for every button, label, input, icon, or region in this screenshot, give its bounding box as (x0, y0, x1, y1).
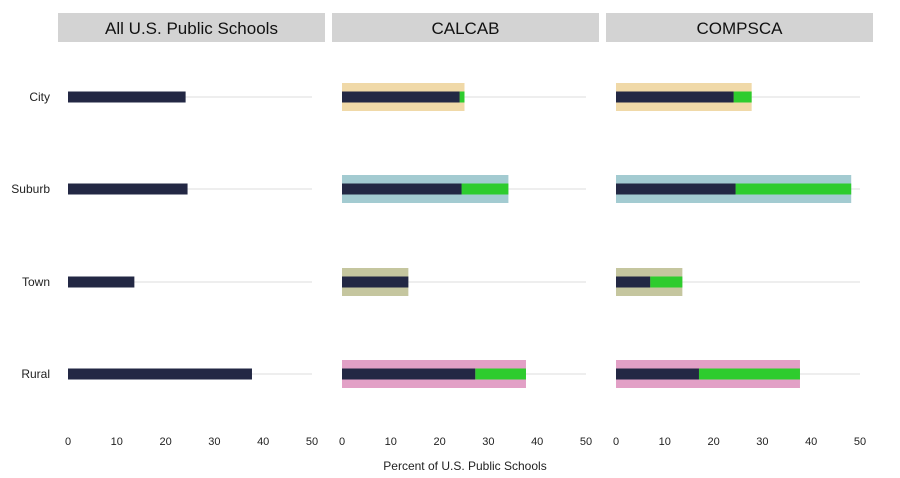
category-label-rural: Rural (21, 367, 50, 381)
panel-strip-0 (58, 13, 325, 42)
difference-bar-1-rural (475, 368, 526, 380)
us-bar-1-rural (342, 368, 476, 380)
difference-bar-2-city (733, 91, 752, 103)
us-bar-0-city (68, 91, 186, 103)
difference-bar-1-suburb (461, 183, 509, 195)
us-bar-1-city (342, 91, 460, 103)
x-tick-label-2-0: 0 (613, 436, 619, 448)
x-tick-label-0-4: 40 (257, 436, 269, 448)
x-tick-label-1-4: 40 (531, 436, 543, 448)
x-tick-label-1-1: 10 (385, 436, 397, 448)
us-bar-2-city (616, 91, 734, 103)
x-tick-label-1-3: 30 (482, 436, 494, 448)
x-tick-label-1-5: 50 (580, 436, 592, 448)
x-tick-label-0-2: 20 (159, 436, 171, 448)
x-tick-label-0-0: 0 (65, 436, 71, 448)
x-tick-label-1-2: 20 (433, 436, 445, 448)
difference-bar-1-city (459, 91, 465, 103)
us-bar-1-suburb (342, 183, 462, 195)
us-bar-2-town (616, 276, 651, 288)
x-tick-label-2-5: 50 (854, 436, 866, 448)
x-tick-label-2-4: 40 (805, 436, 817, 448)
panel-strip-2 (606, 13, 873, 42)
difference-bar-2-suburb (735, 183, 852, 195)
x-axis-title: Percent of U.S. Public Schools (383, 459, 546, 473)
category-label-town: Town (22, 275, 50, 289)
panel-title-2: COMPSCA (697, 19, 784, 38)
x-tick-label-0-3: 30 (208, 436, 220, 448)
us-bar-0-suburb (68, 183, 188, 195)
difference-bar-2-rural (698, 368, 800, 380)
us-bar-0-town (68, 276, 135, 288)
x-tick-label-0-1: 10 (111, 436, 123, 448)
x-tick-label-0-5: 50 (306, 436, 318, 448)
us-bar-2-suburb (616, 183, 736, 195)
x-tick-label-1-0: 0 (339, 436, 345, 448)
us-bar-2-rural (616, 368, 699, 380)
category-label-city: City (29, 90, 50, 104)
category-label-suburb: Suburb (11, 182, 50, 196)
panel-title-1: CALCAB (431, 19, 499, 38)
panel-strip-1 (332, 13, 599, 42)
difference-bar-2-town (650, 276, 683, 288)
x-tick-label-2-3: 30 (756, 436, 768, 448)
panel-title-0: All U.S. Public Schools (105, 19, 278, 38)
x-tick-label-2-2: 20 (707, 436, 719, 448)
x-tick-label-2-1: 10 (659, 436, 671, 448)
us-bar-0-rural (68, 368, 252, 380)
us-bar-1-town (342, 276, 409, 288)
